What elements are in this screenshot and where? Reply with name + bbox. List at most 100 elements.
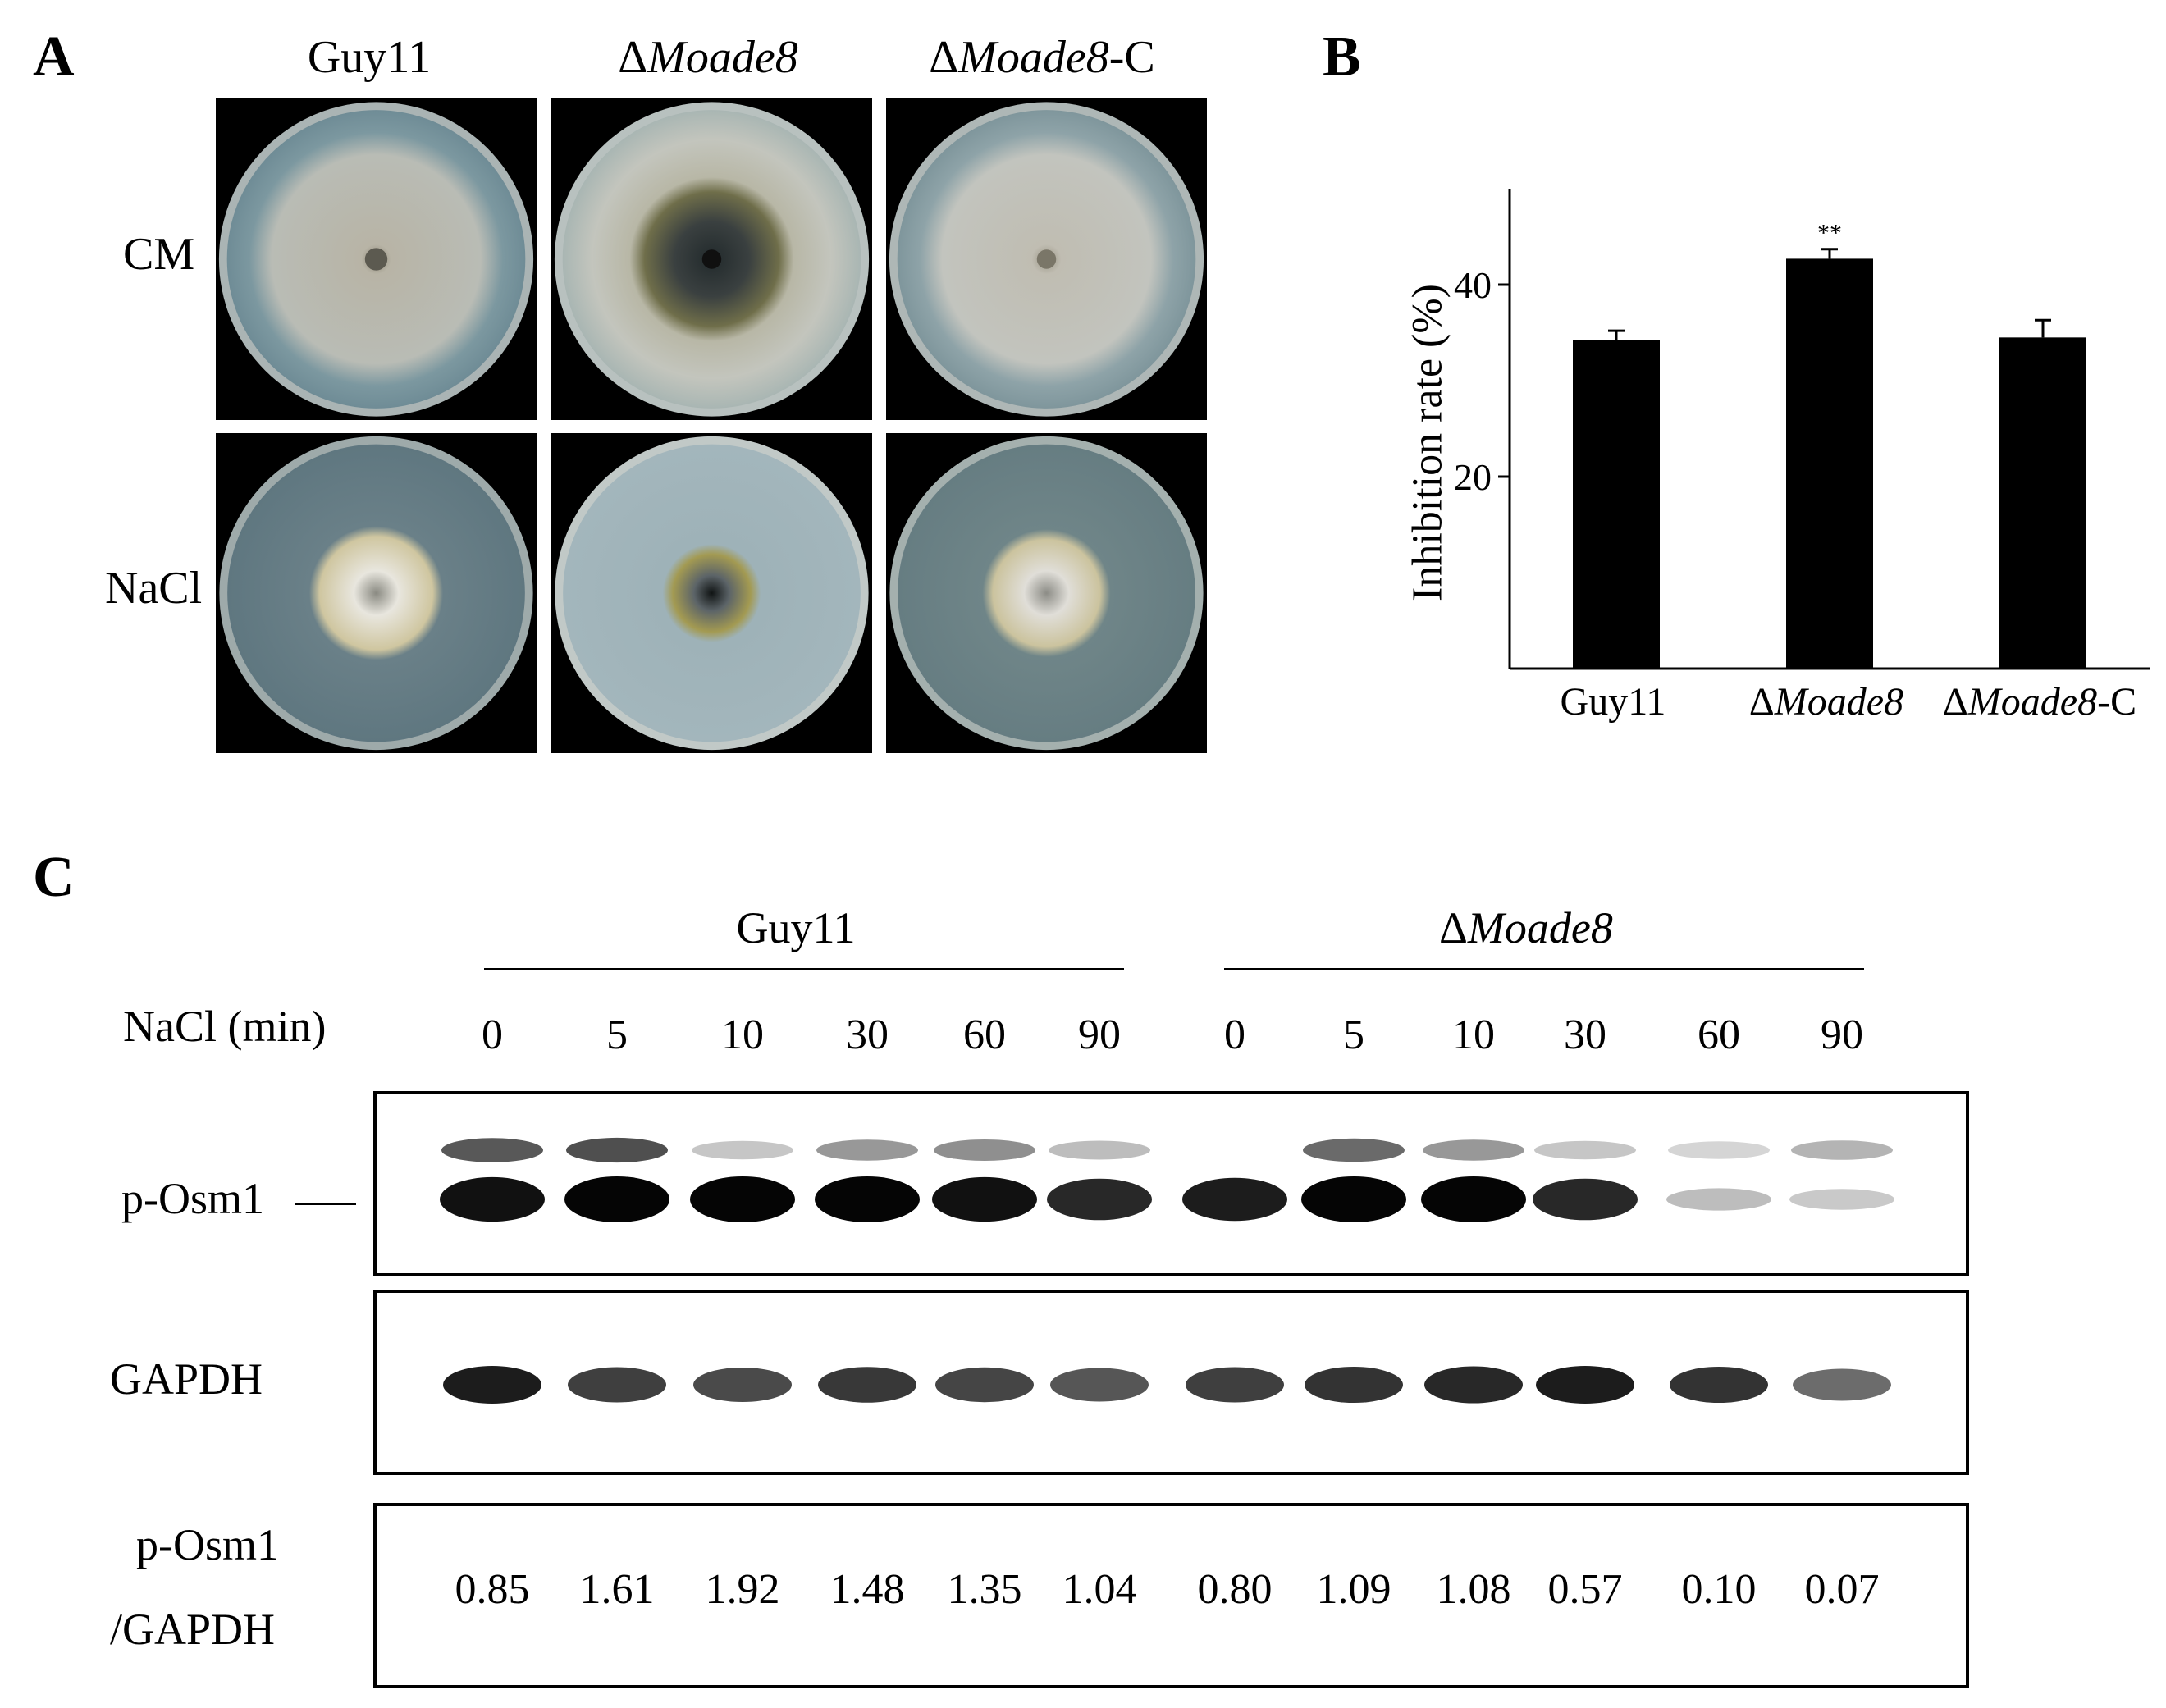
posm1-upper-band [692, 1140, 793, 1160]
gapdh-band [935, 1367, 1034, 1403]
gapdh-band [1050, 1368, 1149, 1402]
time-point-label: 0 [482, 1012, 503, 1058]
gapdh-band [1670, 1367, 1768, 1403]
posm1-upper-band [816, 1139, 918, 1161]
group-label-moade8: ΔMoade8 [1403, 902, 1649, 953]
group-label-guy11: Guy11 [673, 902, 919, 953]
gapdh-band [443, 1366, 542, 1404]
bar-xlabel-3: ΔMoade8-C [1908, 679, 2166, 724]
panel-a-row-label-nacl: NaCl [105, 563, 203, 614]
posm1-lower-band [1182, 1177, 1287, 1222]
gapdh-band [1793, 1368, 1891, 1401]
time-point-label: 90 [1078, 1012, 1121, 1058]
posm1-upper-band [1423, 1139, 1524, 1161]
plate-image [219, 436, 533, 751]
posm1-lower-band [564, 1176, 669, 1222]
posm1-upper-band [1668, 1141, 1770, 1159]
panel-a-col-label-2: ΔMoade8 [544, 31, 872, 84]
bar-ylabel: Inhibition rate (%) [1404, 284, 1451, 601]
time-point-label: 30 [846, 1012, 889, 1058]
bar [1573, 340, 1660, 669]
ratio-value: 1.48 [829, 1566, 905, 1613]
group-suffix: Guy11 [736, 903, 856, 952]
gapdh-band [1305, 1367, 1403, 1403]
panel-a-row-label-cm: CM [123, 229, 195, 280]
panel-a-col-label-1: Guy11 [205, 31, 533, 84]
time-point-label: 60 [963, 1012, 1006, 1058]
plate-moade8c-cm [886, 98, 1207, 420]
blot-posm1 [373, 1091, 1969, 1276]
ratio-value: 1.04 [1062, 1566, 1137, 1613]
panel-a-letter: A [33, 25, 75, 89]
ratio-value: 1.61 [579, 1566, 655, 1613]
posm1-lower-band [815, 1176, 920, 1222]
ratio-value: 1.92 [705, 1566, 780, 1613]
ratio-value: 0.80 [1197, 1566, 1273, 1613]
col-suffix: -C [1108, 32, 1155, 83]
gapdh-band [1536, 1366, 1634, 1404]
xlabel-suffix: Guy11 [1560, 680, 1666, 724]
posm1-upper-band [566, 1137, 668, 1163]
bar-xlabel-1: Guy11 [1482, 679, 1744, 724]
time-point-label: 30 [1564, 1012, 1606, 1058]
posm1-upper-band [1534, 1140, 1636, 1160]
blot-posm1-image [440, 1137, 1894, 1222]
y-tick-label: 20 [1454, 456, 1492, 498]
ratio-value: 1.09 [1316, 1566, 1391, 1613]
xlabel-italic: Moade8 [1774, 680, 1904, 724]
time-point-label: 5 [606, 1012, 628, 1058]
posm1-band-marker [295, 1203, 356, 1205]
blot-gapdh [373, 1290, 1969, 1475]
plate-moade8c-nacl [886, 433, 1207, 753]
group-prefix: Δ [1439, 903, 1468, 952]
col-prefix: Δ [618, 32, 648, 83]
posm1-upper-band [1303, 1138, 1405, 1162]
posm1-upper-band [1791, 1140, 1893, 1160]
gapdh-band [568, 1367, 666, 1403]
significance-marker: ** [1817, 220, 1842, 247]
col-suffix: Guy11 [307, 32, 432, 83]
gapdh-band [693, 1368, 792, 1402]
ratio-box [373, 1503, 1969, 1688]
xlabel-prefix: Δ [1748, 680, 1775, 724]
ratio-value: 1.08 [1436, 1566, 1511, 1613]
y-tick-label: 40 [1454, 264, 1492, 306]
blot-label-posm1: p-Osm1 [121, 1174, 264, 1223]
blot-gapdh-image [443, 1366, 1891, 1404]
gapdh-band [818, 1367, 916, 1403]
plate-image [889, 102, 1204, 417]
group-line-guy11 [484, 968, 1124, 970]
posm1-lower-band [932, 1176, 1037, 1222]
col-italic: Moade8 [958, 32, 1109, 83]
xlabel-italic: Moade8 [1967, 680, 2098, 724]
group-line-moade8 [1224, 968, 1864, 970]
ratio-value: 0.07 [1804, 1566, 1880, 1613]
col-italic: Moade8 [647, 32, 798, 83]
time-point-label: 60 [1698, 1012, 1740, 1058]
time-point-label: 5 [1343, 1012, 1364, 1058]
bar-xlabel-2: ΔMoade8 [1695, 679, 1958, 724]
bar [1786, 258, 1873, 669]
posm1-lower-band [1421, 1176, 1526, 1222]
inhibition-bar-chart: 20 40 ** [1454, 189, 2150, 670]
posm1-upper-band [441, 1138, 543, 1162]
posm1-upper-band [934, 1139, 1035, 1161]
time-point-label: 0 [1224, 1012, 1245, 1058]
posm1-lower-band [1533, 1178, 1638, 1221]
panel-b-letter: B [1323, 25, 1361, 89]
panel-c-letter: C [33, 846, 75, 909]
posm1-lower-band [440, 1176, 545, 1222]
group-italic: Moade8 [1467, 903, 1613, 952]
posm1-lower-band [1301, 1176, 1406, 1222]
posm1-lower-band [1789, 1189, 1894, 1210]
ratio-label-line2: /GAPDH [110, 1605, 276, 1654]
ratio-value: 0.57 [1547, 1566, 1623, 1613]
gapdh-band [1424, 1366, 1523, 1404]
time-point-label: 90 [1821, 1012, 1863, 1058]
xlabel-prefix: Δ [1942, 680, 1968, 724]
ratio-label-line1: p-Osm1 [136, 1520, 279, 1569]
posm1-lower-band [690, 1176, 795, 1222]
blot-label-gapdh: GAPDH [110, 1354, 263, 1404]
time-axis-label: NaCl (min) [123, 1002, 327, 1051]
col-prefix: Δ [929, 32, 959, 83]
